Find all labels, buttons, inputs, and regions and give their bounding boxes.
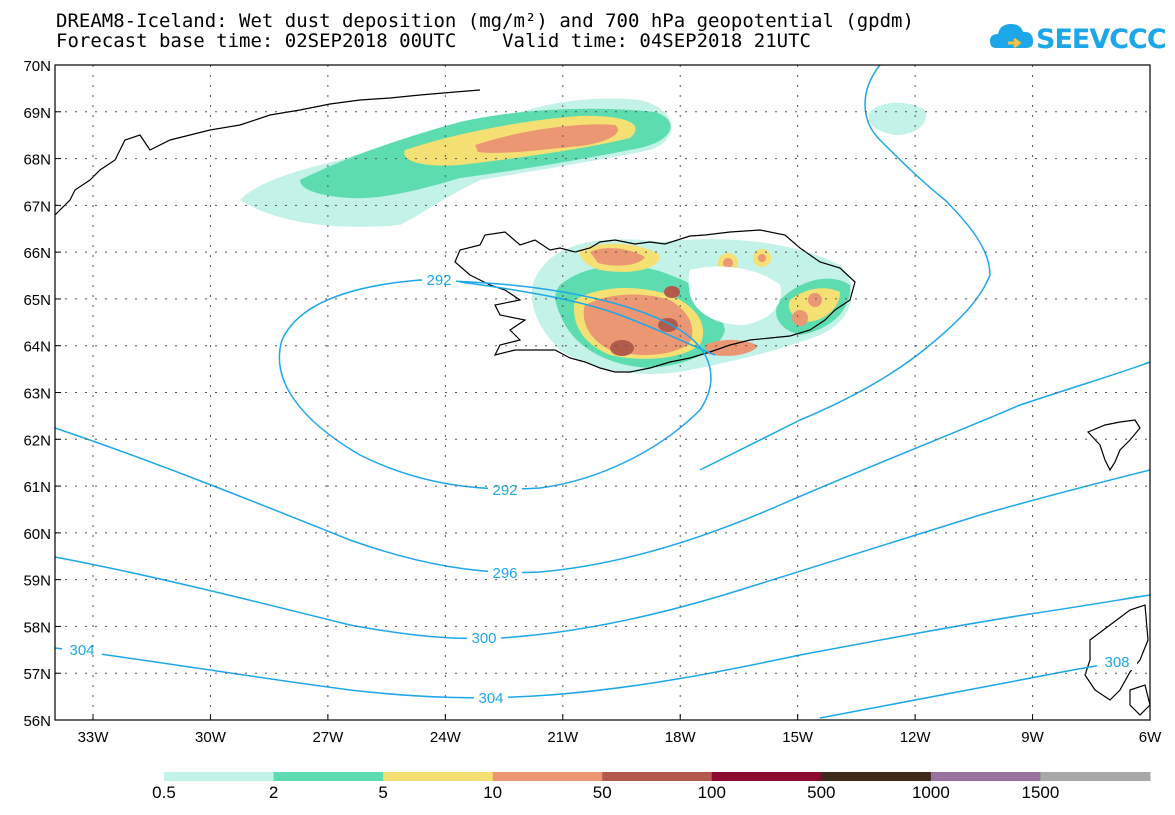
colorbar-swatch [821, 772, 932, 781]
lat-label: 56N [23, 713, 51, 730]
lon-label: 15W [782, 729, 814, 746]
colorbar-label: 1500 [1021, 783, 1060, 802]
lat-label: 68N [23, 152, 51, 169]
contour-label: 296 [492, 565, 517, 582]
colorbar-swatch [164, 772, 275, 781]
lat-label: 62N [23, 432, 51, 449]
lat-label: 58N [23, 619, 51, 636]
lat-label: 57N [23, 666, 51, 683]
lat-label: 65N [23, 292, 51, 309]
dust-iceland [531, 239, 852, 374]
contour-label: 300 [471, 630, 496, 647]
lon-label: 24W [430, 729, 462, 746]
lat-label: 59N [23, 573, 51, 590]
contour-label: 292 [426, 272, 451, 289]
lat-label: 64N [23, 339, 51, 356]
lat-label: 67N [23, 198, 51, 215]
lon-label: 12W [900, 729, 932, 746]
lon-label: 21W [547, 729, 579, 746]
seevccc-logo: SEEVCCC [988, 18, 1167, 58]
lon-label: 27W [312, 729, 344, 746]
latitude-axis: 70N 69N 68N 67N 66N 65N 64N 63N 62N 61N 60N 59N 58N 5… [23, 58, 61, 730]
colorbar-swatch [602, 772, 713, 781]
colorbar-swatch [273, 772, 384, 781]
cloud-icon [990, 24, 1034, 49]
colorbar-swatch [930, 772, 1041, 781]
colorbar-swatch [1040, 772, 1151, 781]
colorbar-label: 1000 [911, 783, 950, 802]
colorbar-swatch [383, 772, 494, 781]
colorbar-label: 500 [807, 783, 836, 802]
lat-label: 61N [23, 479, 51, 496]
logo-text: SEEVCCC [1036, 24, 1167, 55]
colorbar [164, 772, 1151, 781]
colorbar-label: 100 [697, 783, 726, 802]
lon-label: 9W [1021, 729, 1044, 746]
colorbar-label: 0.5 [152, 783, 176, 802]
lon-label: 6W [1139, 729, 1162, 746]
contour-label: 292 [492, 482, 517, 499]
contour-label: 304 [478, 690, 503, 707]
lat-label: 70N [23, 58, 51, 75]
lat-label: 60N [23, 526, 51, 543]
contour-label: 304 [69, 642, 94, 659]
geopotential-contours [54, 64, 1151, 719]
lat-label: 63N [23, 386, 51, 403]
lon-label: 30W [195, 729, 227, 746]
longitude-axis: 33W 30W 27W 24W 21W 18W 15W 12W 9W 6W [78, 714, 1162, 746]
lon-label: 18W [665, 729, 697, 746]
contour-labels: 292 292 296 300 304 304 308 [62, 270, 1137, 707]
colorbar-label: 50 [592, 783, 612, 802]
colorbar-swatch [492, 772, 603, 781]
colorbar-label: 2 [268, 783, 279, 802]
contour-label: 308 [1104, 654, 1129, 671]
map-subtitle: Forecast base time: 02SEP2018 00UTC Vali… [56, 30, 811, 52]
colorbar-label: 5 [378, 783, 388, 802]
colorbar-label: 10 [483, 783, 503, 802]
map-title: DREAM8-Iceland: Wet dust deposition (mg/… [56, 10, 914, 32]
lat-label: 66N [23, 245, 51, 262]
colorbar-swatch [711, 772, 822, 781]
lon-label: 33W [78, 729, 110, 746]
dust-plume-north [240, 98, 926, 227]
lat-label: 69N [23, 105, 51, 122]
